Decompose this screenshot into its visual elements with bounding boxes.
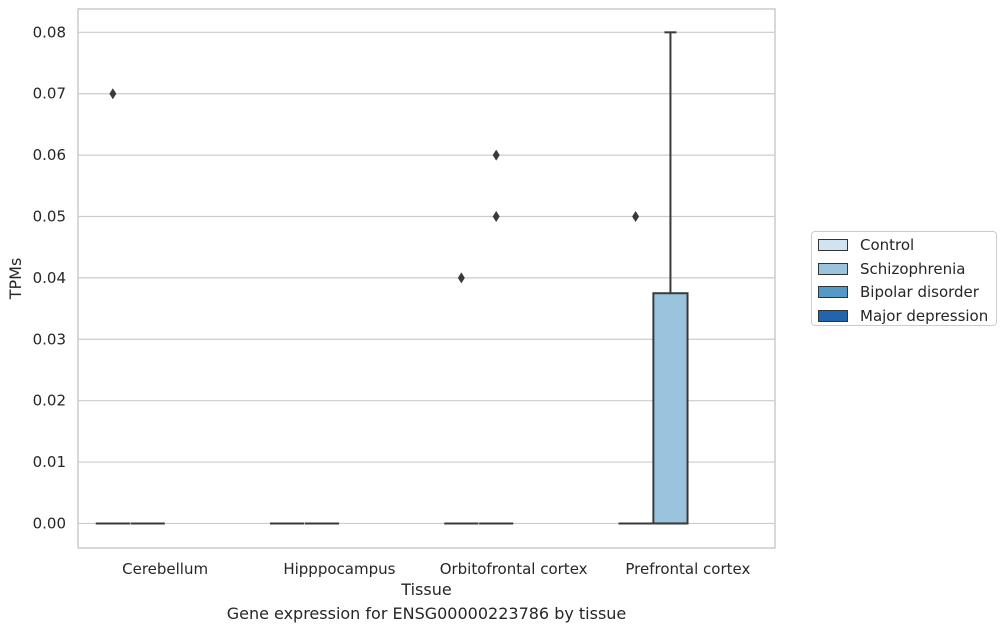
y-tick-label: 0.04 bbox=[33, 269, 66, 287]
legend-item: Bipolar disorder bbox=[818, 281, 979, 303]
y-tick-label: 0.08 bbox=[33, 23, 66, 41]
box-body bbox=[652, 292, 689, 525]
legend-swatch bbox=[818, 239, 848, 251]
outlier-point bbox=[457, 272, 465, 284]
outlier-point bbox=[492, 210, 500, 222]
plot-frame bbox=[77, 8, 776, 549]
y-tick-label: 0.01 bbox=[33, 453, 66, 471]
legend-item: Control bbox=[818, 234, 914, 256]
x-tick-label: Orbitofrontal cortex bbox=[440, 560, 588, 578]
legend-swatch bbox=[818, 286, 848, 298]
y-tick-label: 0.02 bbox=[33, 392, 66, 410]
legend-swatch bbox=[818, 309, 848, 322]
x-tick-label: Hipppocampus bbox=[283, 560, 395, 578]
legend-label: Major depression bbox=[860, 306, 989, 325]
outlier-point bbox=[632, 210, 640, 222]
outlier-point bbox=[109, 88, 117, 100]
legend-item: Schizophrenia bbox=[818, 258, 965, 280]
legend: Control Schizophrenia Bipolar disorder Majo… bbox=[811, 231, 997, 326]
y-axis-title: TPMs bbox=[6, 258, 25, 301]
y-tick-label: 0.07 bbox=[33, 85, 66, 103]
chart-caption: Gene expression for ENSG00000223786 by t… bbox=[226, 604, 627, 623]
y-tick-label: 0.03 bbox=[33, 330, 66, 348]
legend-item: Major depression bbox=[818, 305, 988, 327]
x-axis-title: Tissue bbox=[400, 580, 451, 599]
y-tick-label: 0.05 bbox=[33, 207, 66, 225]
legend-label: Bipolar disorder bbox=[860, 283, 979, 301]
y-tick-label: 0.00 bbox=[33, 514, 66, 532]
legend-swatch bbox=[818, 262, 848, 275]
legend-label: Control bbox=[860, 236, 915, 254]
x-tick-label: Prefrontal cortex bbox=[625, 560, 750, 578]
legend-label: Schizophrenia bbox=[860, 259, 966, 278]
outlier-point bbox=[492, 149, 500, 161]
x-tick-label: Cerebellum bbox=[122, 560, 208, 578]
y-tick-label: 0.06 bbox=[33, 146, 66, 164]
